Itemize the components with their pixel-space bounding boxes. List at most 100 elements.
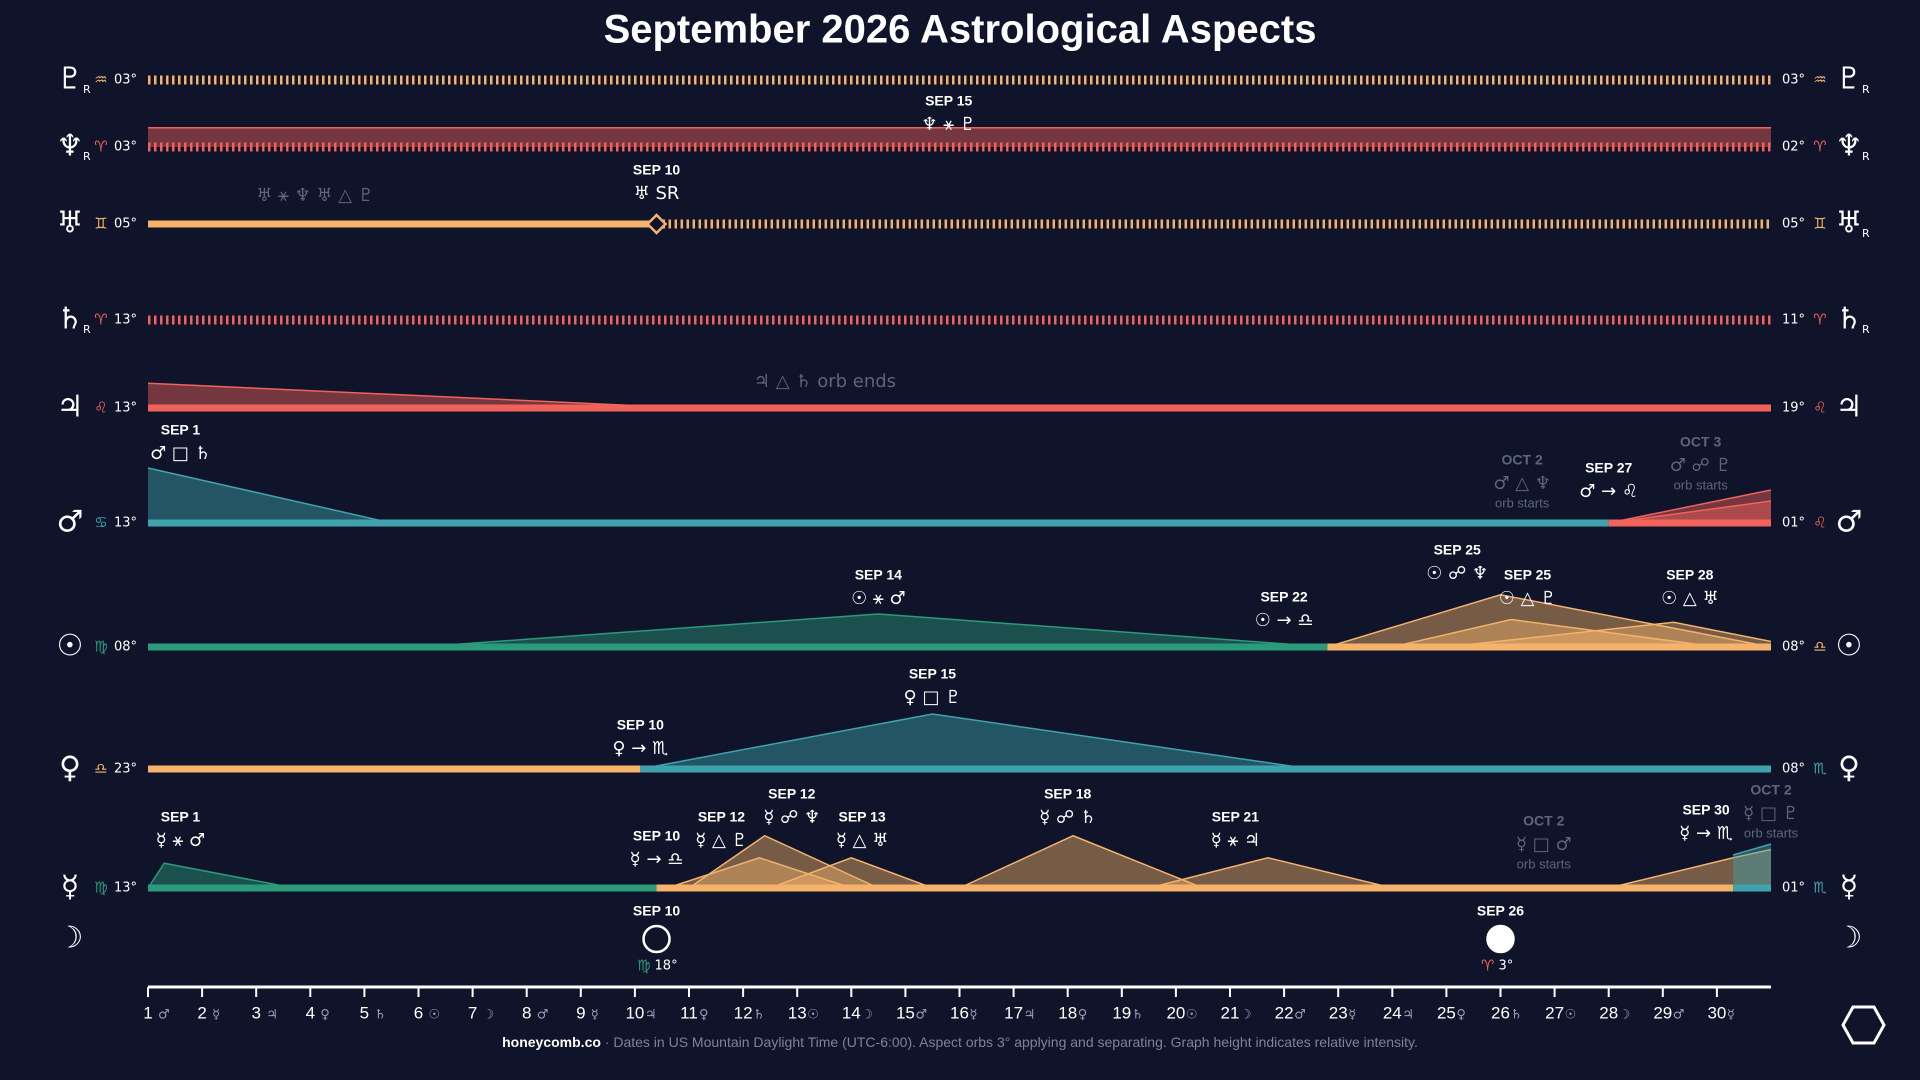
intensity-line xyxy=(1732,843,1772,856)
retrograde-mark: R xyxy=(83,150,91,163)
planet-symbol: ☉ xyxy=(57,629,84,664)
intensity-line xyxy=(1148,856,1393,889)
planet-symbol: ♇ xyxy=(57,62,84,97)
intensity-line xyxy=(1327,593,1772,648)
event-glyphs: ♀ → ♏ xyxy=(612,738,668,759)
planet-symbol-right: ♄ xyxy=(1836,302,1863,337)
x-tick-symbol: ☉ xyxy=(1186,1008,1198,1023)
intensity-area xyxy=(1392,619,1717,647)
planet-symbol: ☿ xyxy=(61,870,79,905)
planet-symbol-right: ☽ xyxy=(1836,921,1863,956)
degree-right: 11° xyxy=(1782,313,1805,328)
sign-left: ♍ xyxy=(94,879,107,897)
chart-title: September 2026 Astrological Aspects xyxy=(604,8,1317,52)
sign-left: ♍ xyxy=(94,638,107,656)
event-glyphs: ☿ ⚹ ♂ xyxy=(156,830,205,851)
retrograde-mark: R xyxy=(83,83,91,96)
x-tick-symbol: ♂ xyxy=(1294,1008,1306,1023)
event-date: OCT 2 xyxy=(1502,452,1543,468)
intensity-line xyxy=(959,834,1204,889)
moon-date: SEP 26 xyxy=(1477,903,1524,919)
sign-right: ♌ xyxy=(1813,399,1826,417)
x-tick-label: 21 xyxy=(1221,1003,1240,1022)
sign-left: ♌ xyxy=(94,399,107,417)
sign-left: ♎ xyxy=(94,760,107,778)
intensity-line xyxy=(147,862,295,889)
moon-sign: ♈ xyxy=(1481,957,1494,975)
x-tick-label: 23 xyxy=(1329,1003,1348,1022)
intensity-line xyxy=(1392,618,1717,648)
x-tick-label: 3 xyxy=(251,1003,260,1022)
planet-symbol-right: ♅ xyxy=(1836,206,1863,241)
planet-symbol-right: ♆ xyxy=(1836,129,1863,164)
footer-note: · Dates in US Mountain Daylight Time (UT… xyxy=(601,1034,1418,1050)
intensity-area xyxy=(770,857,933,888)
footer-brand: honeycomb.co xyxy=(502,1034,601,1050)
x-tick-symbol: ☉ xyxy=(429,1008,441,1023)
event-date: SEP 27 xyxy=(1585,460,1632,476)
event-glyphs: ☿ → ♎ xyxy=(630,849,684,870)
x-tick-label: 1 xyxy=(143,1003,152,1022)
x-tick-symbol: ☿ xyxy=(970,1008,978,1023)
event-glyphs: ☿ ☍ ♆ xyxy=(763,807,820,828)
sign-right: ♈ xyxy=(1813,311,1826,329)
event-date: SEP 10 xyxy=(633,162,680,178)
degree-left: 08° xyxy=(114,640,137,655)
sign-right: ♊ xyxy=(1813,215,1826,233)
x-tick-label: 29 xyxy=(1653,1003,1672,1022)
intensity-line xyxy=(147,382,690,409)
intensity-line xyxy=(147,467,392,524)
moon-date: SEP 10 xyxy=(633,903,680,919)
x-tick-symbol: ♂ xyxy=(158,1008,170,1023)
x-tick-symbol: ☽ xyxy=(1619,1008,1631,1023)
x-tick-symbol: ☿ xyxy=(1727,1008,1735,1023)
event-date: SEP 1 xyxy=(161,422,201,438)
x-tick-symbol: ♃ xyxy=(1024,1008,1036,1023)
planet-symbol-right: ☉ xyxy=(1836,629,1863,664)
planet-symbol-right: ♀ xyxy=(1838,751,1860,786)
planet-symbol: ♂ xyxy=(57,505,84,540)
x-tick-symbol: ☉ xyxy=(807,1008,819,1023)
event-note: orb starts xyxy=(1744,825,1799,840)
degree-right: 08° xyxy=(1782,640,1805,655)
x-tick-label: 10 xyxy=(625,1003,644,1022)
event-date: SEP 21 xyxy=(1212,809,1259,825)
event-note: orb starts xyxy=(1517,856,1572,871)
logo xyxy=(1841,1005,1886,1045)
event-date: OCT 2 xyxy=(1523,813,1564,829)
x-tick-symbol: ♀ xyxy=(320,1008,330,1023)
x-tick-label: 7 xyxy=(468,1003,477,1022)
x-tick-symbol: ☽ xyxy=(1240,1008,1252,1023)
x-tick-label: 20 xyxy=(1166,1003,1185,1022)
x-tick-label: 14 xyxy=(842,1003,861,1022)
event-date: SEP 25 xyxy=(1504,567,1551,583)
x-tick-label: 6 xyxy=(414,1003,423,1022)
event-date: SEP 25 xyxy=(1434,542,1481,558)
sign-right: ♈ xyxy=(1813,138,1826,156)
degree-right: 19° xyxy=(1782,401,1805,416)
sign-right: ♒ xyxy=(1813,71,1826,89)
sign-right: ♏ xyxy=(1813,879,1827,897)
x-tick-label: 2 xyxy=(197,1003,206,1022)
intensity-area xyxy=(1327,594,1771,647)
event-glyphs: ♅ ⚹ ♆ ♅ △ ♇ xyxy=(256,185,374,206)
planet-symbol-right: ☿ xyxy=(1840,870,1858,905)
retrograde-mark: R xyxy=(83,323,91,336)
x-tick-label: 13 xyxy=(788,1003,807,1022)
event-glyphs: ☿ ⚹ ♃ xyxy=(1211,830,1260,851)
degree-left: 05° xyxy=(114,217,137,232)
x-tick-symbol: ♃ xyxy=(1402,1008,1414,1023)
event-glyphs: ♂ → ♌ xyxy=(1579,481,1638,502)
event-date: OCT 2 xyxy=(1750,782,1791,798)
intensity-area xyxy=(148,863,295,888)
event-date: SEP 14 xyxy=(855,567,902,583)
event-glyphs: ♅ SR xyxy=(634,183,680,204)
degree-right: 05° xyxy=(1782,217,1805,232)
x-tick-symbol: ♂ xyxy=(915,1008,927,1023)
sign-right: ♏ xyxy=(1813,760,1827,778)
planet-symbol-right: ♇ xyxy=(1836,62,1863,97)
event-glyphs: ☉ ⚹ ♂ xyxy=(851,588,906,609)
degree-right: 03° xyxy=(1782,73,1805,88)
